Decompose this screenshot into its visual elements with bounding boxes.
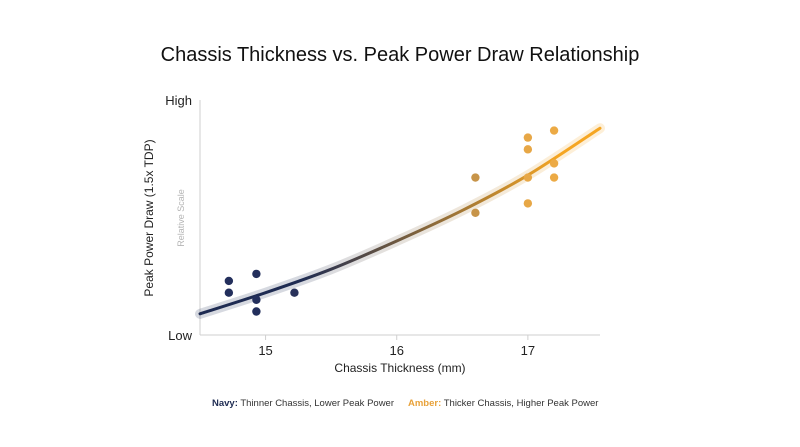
amber-data-point (549, 159, 559, 168)
y-tick-label: Low (168, 328, 192, 343)
x-tick-label: 17 (521, 343, 535, 358)
navy-data-point (224, 276, 234, 286)
trend-line-glow (195, 123, 605, 319)
navy-data-point (252, 295, 261, 304)
chart-title: Chassis Thickness vs. Peak Power Draw Re… (160, 44, 640, 66)
amber-data-point (549, 126, 559, 135)
amber-data-point (523, 133, 533, 142)
trend-line (198, 126, 602, 316)
amber-data-point (523, 145, 533, 154)
amber-data-point (549, 173, 559, 182)
y-tick-label: High (165, 93, 192, 108)
legend-item-amber: Amber: Thicker Chassis, Higher Peak Powe… (408, 398, 598, 409)
x-tick-label: 15 (258, 343, 272, 358)
navy-data-point (252, 307, 261, 316)
x-axis-label: Chassis Thickness (mm) (334, 361, 465, 375)
y-axis-label: Peak Power Draw (1.5x TDP) (142, 139, 156, 296)
amber-data-point (471, 173, 480, 182)
legend-key-navy: Navy: (212, 398, 238, 409)
navy-data-point (224, 288, 234, 297)
legend-text-amber: Thicker Chassis, Higher Peak Power (443, 398, 599, 409)
legend-item-navy: Navy: Thinner Chassis, Lower Peak Power (212, 398, 394, 409)
y-scale-note: Relative Scale (176, 189, 186, 247)
amber-data-point (523, 173, 533, 182)
legend-key-amber: Amber: (408, 398, 442, 409)
navy-data-point (290, 288, 299, 297)
legend-text-navy: Thinner Chassis, Lower Peak Power (240, 398, 394, 409)
amber-data-point (471, 208, 480, 217)
x-tick-label: 16 (389, 343, 403, 358)
navy-data-point (252, 269, 261, 279)
amber-data-point (523, 199, 533, 208)
